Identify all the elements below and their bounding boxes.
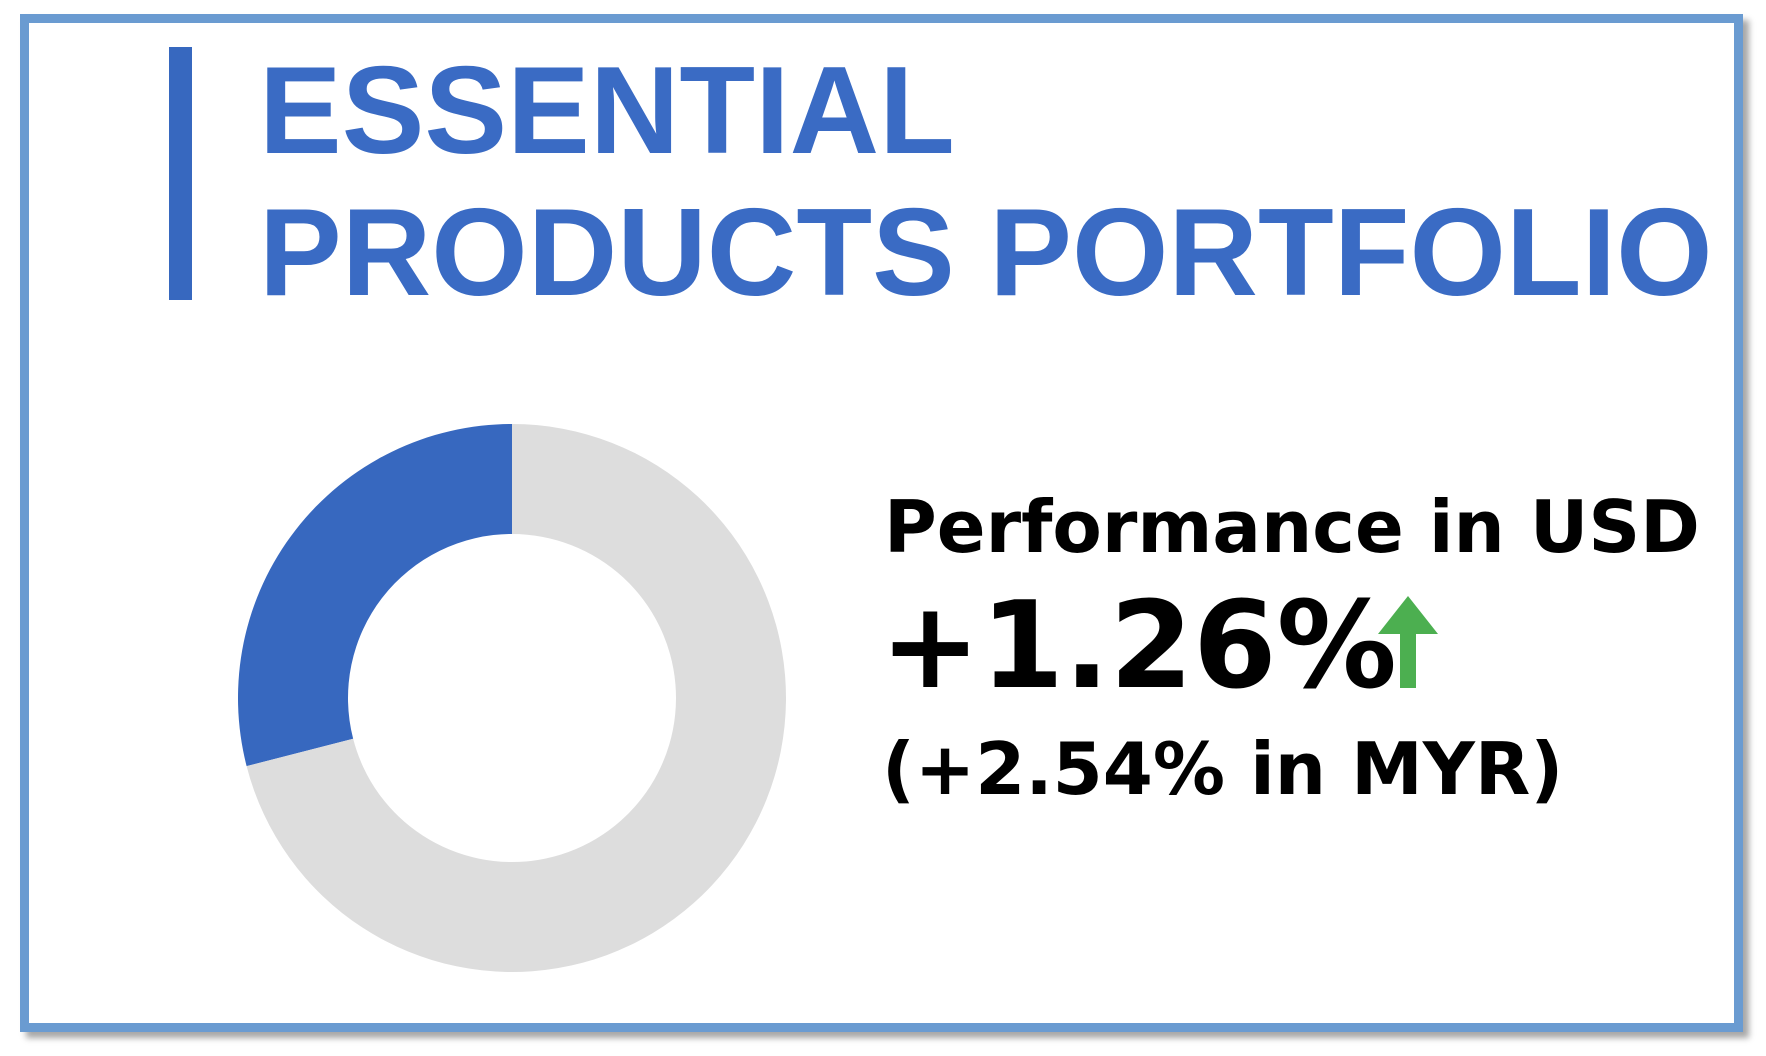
donut-segment [238, 424, 512, 767]
performance-value: +1.26% [880, 577, 1397, 716]
donut-chart [238, 424, 786, 972]
title-line: PRODUCTS PORTFOLIO [259, 184, 1713, 322]
donut-segment [246, 424, 786, 972]
arrow-shaft [1400, 622, 1416, 688]
performance-label: Performance in USD [884, 485, 1700, 569]
title-accent-bar [169, 47, 192, 300]
title-line: ESSENTIAL [259, 42, 955, 180]
performance-note: (+2.54% in MYR) [882, 727, 1563, 811]
arrow-head [1378, 596, 1438, 634]
up-arrow-icon [1378, 596, 1438, 688]
